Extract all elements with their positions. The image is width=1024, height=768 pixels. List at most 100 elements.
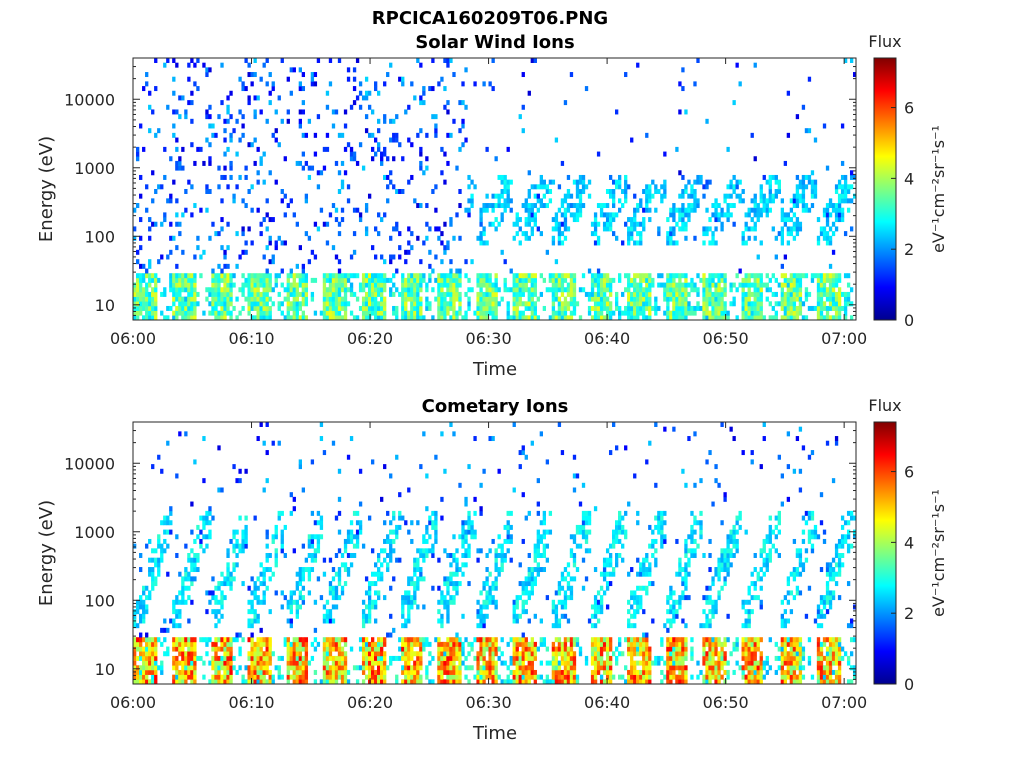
spectrogram-cell [193, 557, 197, 563]
spectrogram-cell [346, 184, 351, 190]
spectrogram-cell [340, 679, 345, 685]
spectrogram-cell [587, 268, 592, 274]
spectrogram-cell [792, 273, 797, 279]
spectrogram-cell [849, 226, 854, 232]
spectrogram-cell [301, 543, 306, 549]
spectrogram-cell [274, 282, 278, 288]
spectrogram-cell [497, 301, 501, 307]
spectrogram-cell [645, 207, 649, 213]
spectrogram-cell [169, 273, 173, 279]
spectrogram-cell [328, 665, 333, 671]
spectrogram-cell [187, 305, 191, 311]
spectrogram-cell [443, 179, 447, 185]
spectrogram-cell [163, 637, 167, 643]
spectrogram-cell [428, 651, 432, 657]
spectrogram-cell [377, 669, 381, 675]
spectrogram-cell [509, 679, 513, 685]
spectrogram-cell [392, 548, 396, 554]
spectrogram-cell [615, 212, 619, 218]
spectrogram-cell [298, 123, 302, 129]
panel-2-spectrogram [133, 422, 857, 685]
spectrogram-cell [702, 301, 706, 307]
spectrogram-cell [666, 310, 670, 316]
spectrogram-cell [479, 679, 483, 685]
spectrogram-cell [738, 268, 742, 274]
spectrogram-cell [491, 193, 495, 199]
spectrogram-cell [367, 90, 372, 96]
spectrogram-cell [443, 291, 447, 297]
spectrogram-cell [512, 599, 516, 605]
spectrogram-cell [380, 679, 384, 685]
spectrogram-cell [151, 576, 155, 582]
spectrogram-cell [425, 641, 429, 647]
spectrogram-cell [343, 310, 348, 316]
spectrogram-cell [175, 165, 179, 171]
spectrogram-cell [828, 301, 833, 307]
spectrogram-cell [139, 287, 143, 293]
spectrogram-cell [304, 674, 309, 680]
spectrogram-cell [431, 58, 435, 63]
spectrogram-cell [256, 585, 260, 591]
spectrogram-cell [771, 174, 775, 180]
spectrogram-cell [404, 249, 408, 255]
spectrogram-cell [431, 548, 435, 554]
spectrogram-cell [690, 287, 694, 293]
spectrogram-cell [530, 207, 534, 213]
spectrogram-cell [828, 212, 833, 218]
spectrogram-cell [301, 665, 306, 671]
spectrogram-cell [301, 268, 306, 274]
spectrogram-cell [687, 282, 691, 288]
spectrogram-cell [416, 562, 420, 568]
spectrogram-cell [184, 576, 188, 582]
spectrogram-cell [557, 660, 562, 666]
spectrogram-cell [816, 296, 821, 302]
spectrogram-cell [678, 226, 682, 232]
spectrogram-cell [374, 669, 378, 675]
spectrogram-cell [645, 291, 649, 297]
spectrogram-cell [551, 655, 556, 661]
spectrogram-cell [476, 291, 480, 297]
spectrogram-cell [533, 184, 537, 190]
spectrogram-cell [717, 291, 721, 297]
spectrogram-cell [783, 282, 788, 288]
spectrogram-cell [139, 235, 143, 241]
spectrogram-cell [648, 273, 652, 279]
spectrogram-cell [669, 235, 673, 241]
spectrogram-cell [605, 203, 610, 209]
spectrogram-cell [491, 669, 495, 675]
spectrogram-cell [190, 557, 194, 563]
spectrogram-cell [310, 655, 315, 661]
spectrogram-cell [599, 203, 604, 209]
spectrogram-cell [208, 520, 212, 526]
spectrogram-cell [551, 179, 556, 185]
spectrogram-cell [214, 310, 218, 316]
spectrogram-cell [301, 674, 306, 680]
spectrogram-cell [786, 282, 791, 288]
spectrogram-cell [759, 240, 763, 246]
spectrogram-cell [268, 637, 272, 643]
spectrogram-cell [602, 203, 607, 209]
spectrogram-cell [250, 72, 254, 78]
spectrogram-cell [416, 305, 420, 311]
spectrogram-cell [229, 165, 233, 171]
spectrogram-cell [527, 576, 531, 582]
spectrogram-cell [407, 277, 411, 283]
spectrogram-cell [289, 674, 293, 680]
spectrogram-cell [349, 146, 354, 152]
spectrogram-cell [139, 641, 143, 647]
spectrogram-cell [274, 548, 278, 554]
spectrogram-cell [328, 557, 333, 563]
spectrogram-cell [482, 660, 486, 666]
spectrogram-cell [705, 305, 709, 311]
spectrogram-cell [461, 562, 465, 568]
spectrogram-cell [304, 669, 309, 675]
spectrogram-cell [256, 637, 260, 643]
spectrogram-cell [518, 273, 522, 279]
spectrogram-cell [464, 104, 468, 110]
spectrogram-cell [596, 203, 601, 209]
spectrogram-cell [295, 273, 299, 279]
spectrogram-cell [355, 296, 360, 302]
spectrogram-cell [340, 651, 345, 657]
